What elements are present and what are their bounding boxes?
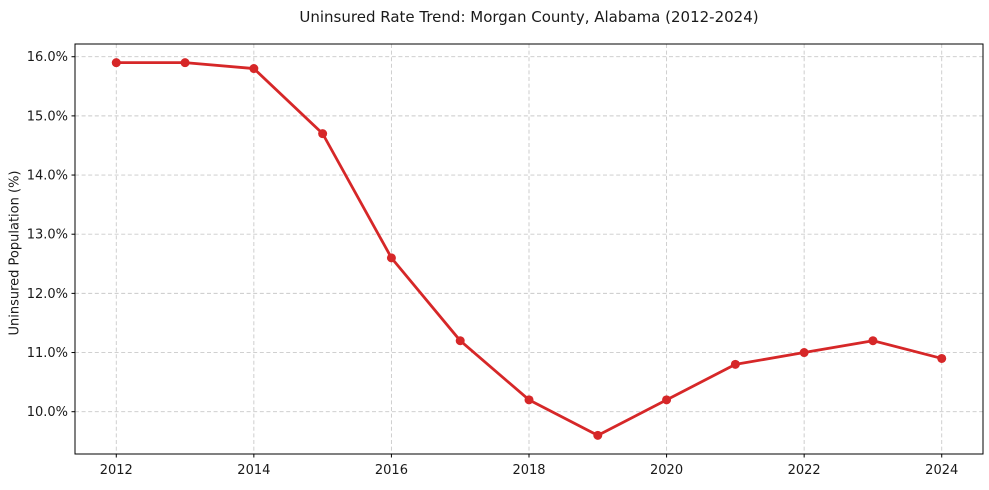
y-tick-label: 11.0% [27, 346, 68, 361]
data-point-2017 [455, 336, 465, 346]
data-point-2018 [524, 395, 534, 405]
data-point-2014 [249, 64, 259, 74]
data-point-2021 [730, 359, 740, 369]
x-tick-label: 2016 [375, 463, 408, 478]
data-point-2013 [180, 58, 190, 68]
x-tick-label: 2024 [925, 463, 958, 478]
y-tick-label: 15.0% [27, 109, 68, 124]
y-tick-label: 14.0% [27, 169, 68, 184]
data-point-2024 [937, 353, 947, 363]
x-tick-label: 2012 [100, 463, 133, 478]
data-point-2016 [386, 253, 396, 263]
y-tick-label: 16.0% [27, 50, 68, 65]
data-point-2023 [868, 336, 878, 346]
data-point-2020 [662, 395, 672, 405]
y-tick-label: 10.0% [27, 405, 68, 420]
data-point-2012 [111, 58, 121, 68]
x-tick-label: 2020 [650, 463, 683, 478]
x-tick-label: 2018 [512, 463, 545, 478]
y-tick-label: 12.0% [27, 287, 68, 302]
chart-title: Uninsured Rate Trend: Morgan County, Ala… [299, 8, 759, 26]
y-tick-label: 13.0% [27, 228, 68, 243]
data-point-2022 [799, 348, 809, 358]
data-point-2019 [593, 430, 603, 440]
data-point-2015 [318, 129, 328, 139]
x-tick-label: 2014 [237, 463, 270, 478]
x-tick-label: 2022 [788, 463, 821, 478]
